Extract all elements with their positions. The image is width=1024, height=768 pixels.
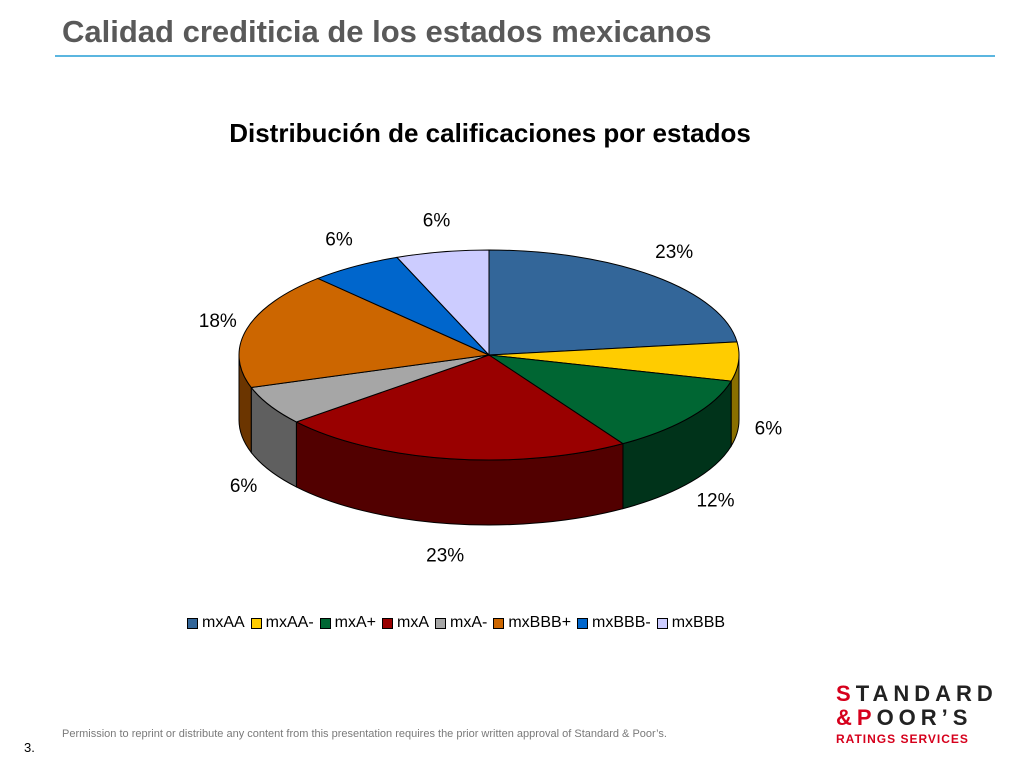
chart-title: Distribución de calificaciones por estad… [229, 118, 751, 148]
legend-swatch [435, 617, 447, 629]
legend-swatch [187, 617, 198, 629]
legend-swatch [493, 617, 505, 629]
legend-item-mxbbb-minus: mxBBB- [577, 614, 651, 632]
legend-item-mxa-minus: mxA- [435, 614, 487, 632]
data-label-mxa: 23% [426, 545, 464, 566]
legend-label: mxBBB- [592, 614, 651, 631]
legend-swatch [319, 617, 331, 629]
legend-label: mxBBB [671, 614, 726, 631]
logo-word-tandard: TANDARD [855, 681, 998, 706]
legend-label: mxAA [202, 614, 245, 631]
data-label-mxbbb-minus: 6% [325, 229, 353, 250]
legend-label: mxAA- [265, 614, 314, 631]
chart-legend: mxAA mxAA-mxA+ mxA mxA-mxBBB+ mxBBB-mxBBB [187, 614, 731, 632]
legend-swatch [577, 617, 589, 629]
legend-label: mxA [397, 614, 430, 631]
legend-item-mxaa: mxAA [187, 614, 245, 632]
permission-notice: Permission to reprint or distribute any … [62, 728, 667, 740]
logo-letter-s: S [836, 681, 856, 706]
pie-slice-mxa-plus [488, 354, 732, 445]
pie-slice-mxbbb-plus [238, 277, 491, 388]
legend-label: mxBBB+ [508, 614, 572, 631]
legend-item-mxa-plus: mxA+ [319, 614, 377, 632]
logo-ratings-services: RATINGS SERVICES [836, 732, 969, 746]
logo-word-oors: OOR’S [876, 705, 973, 730]
legend-item-mxbbb: mxBBB [656, 614, 726, 632]
legend-label: mxA- [450, 614, 488, 631]
page-number: 3. [24, 740, 35, 755]
slide-title: Calidad crediticia de los estados mexica… [62, 14, 712, 49]
legend-swatch [250, 617, 262, 629]
legend-label: mxA+ [334, 614, 377, 631]
legend-item-mxa: mxA [382, 614, 429, 632]
data-label-mxaa-minus: 6% [755, 419, 783, 440]
data-label-mxbbb: 6% [423, 210, 451, 231]
data-label-mxbbb-plus: 18% [199, 311, 237, 332]
logo-letters-ampersand-p: &P [836, 705, 877, 730]
data-label-mxaa: 23% [655, 242, 693, 263]
legend-item-mxbbb-plus: mxBBB+ [493, 614, 571, 632]
legend-item-mxaa-minus: mxAA- [250, 614, 314, 632]
pie-slice-mxbbb [395, 249, 490, 357]
standard-and-poors-logo: STANDARD &POOR’S RATINGS SERVICES [836, 681, 1006, 747]
data-label-mxa-plus: 12% [696, 491, 734, 512]
legend-swatch [382, 617, 394, 629]
data-label-mxa-minus: 6% [230, 476, 258, 497]
legend-swatch [656, 617, 668, 629]
pie-slice-mxa [295, 354, 625, 461]
pie-slice-mxaa [488, 249, 738, 356]
title-divider [55, 55, 995, 57]
